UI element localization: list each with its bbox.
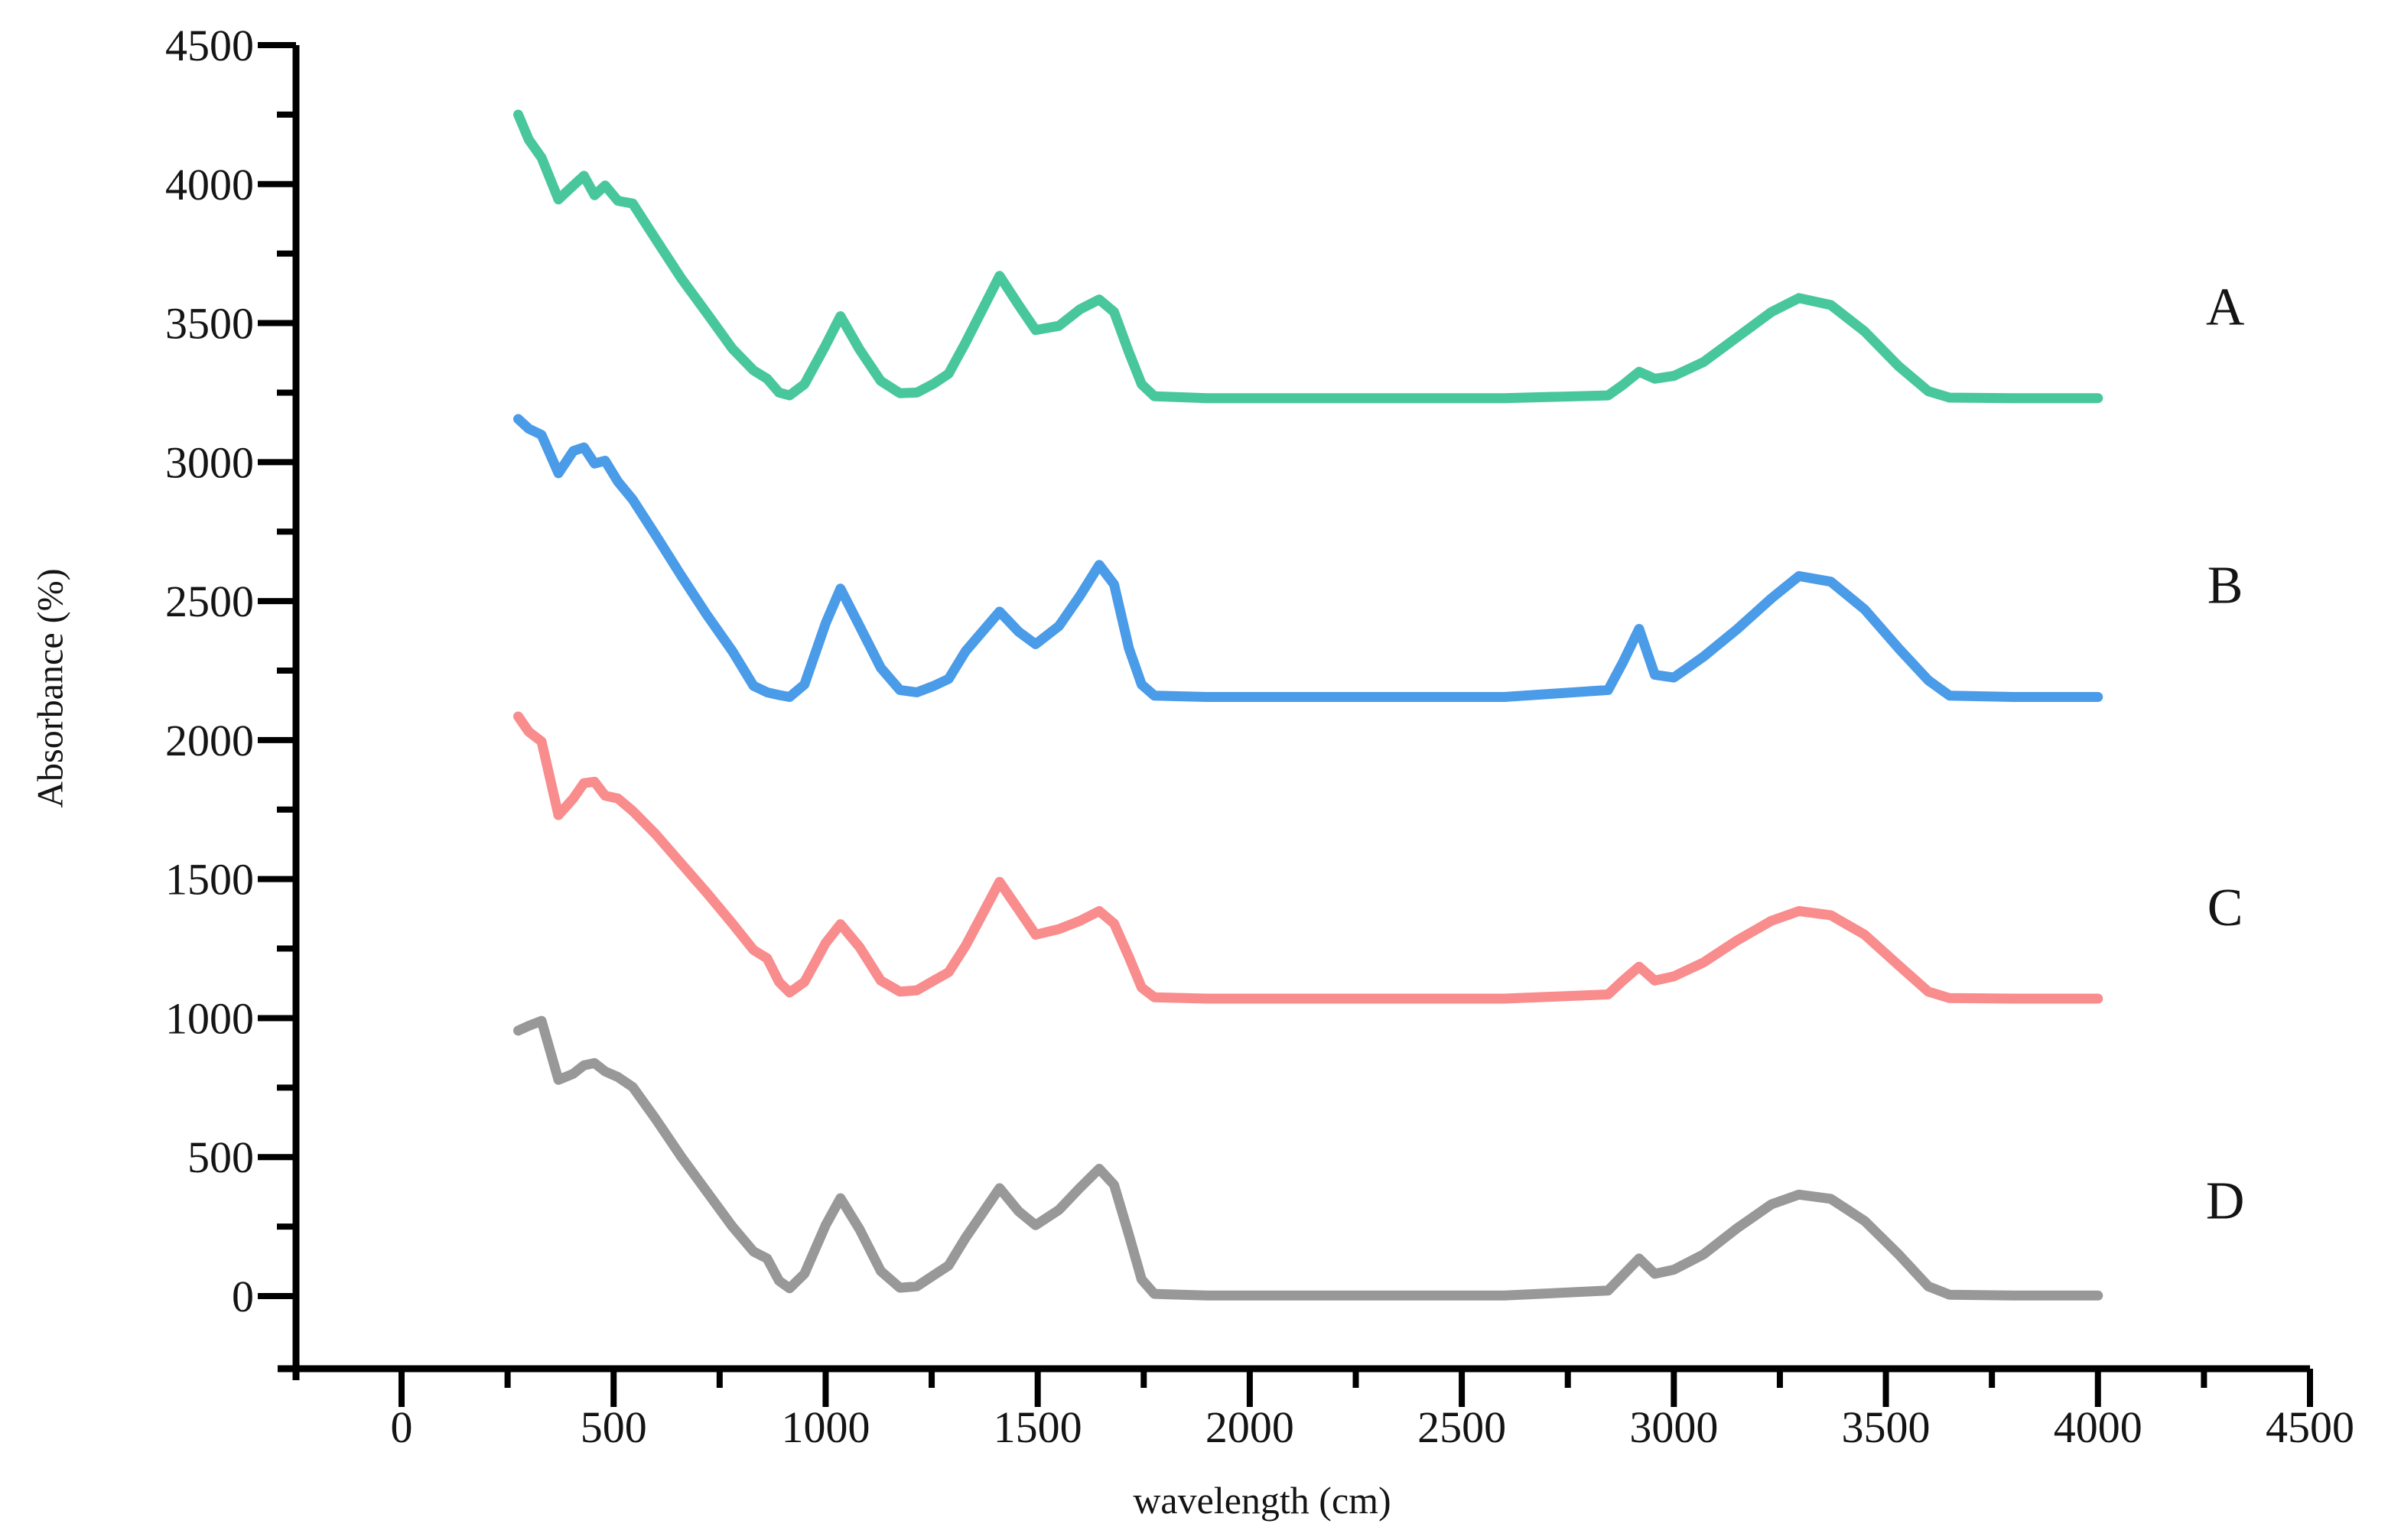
x-tick-label: 4500: [2266, 1402, 2354, 1452]
y-tick-label: 3000: [165, 437, 254, 487]
y-tick-label: 0: [232, 1272, 254, 1321]
y-tick-label: 500: [187, 1132, 254, 1182]
series-C-line: [513, 711, 2103, 1004]
y-tick-label: 3500: [165, 299, 254, 349]
series-label-A: A: [2206, 278, 2245, 337]
y-tick-label: 2000: [165, 716, 254, 765]
x-tick-label: 3000: [1629, 1402, 1718, 1452]
series-D-line: [513, 1015, 2103, 1301]
y-tick-label: 4500: [165, 21, 254, 70]
series-label-B: B: [2207, 556, 2243, 615]
y-tick-label: 1500: [165, 855, 254, 905]
x-tick-label: 4000: [2054, 1402, 2142, 1452]
x-tick-label: 3500: [1842, 1402, 1931, 1452]
x-tick-label: 1500: [994, 1402, 1082, 1452]
x-tick-label: 2500: [1417, 1402, 1506, 1452]
y-tick-label: 1000: [165, 993, 254, 1043]
series-B-line: [513, 414, 2103, 702]
x-tick-label: 2000: [1205, 1402, 1294, 1452]
series-label-C: C: [2207, 879, 2243, 937]
series-A-line: [513, 109, 2103, 404]
y-axis-title: Absorbance (%): [30, 568, 71, 808]
y-tick-label: 4000: [165, 160, 254, 210]
x-axis-title: wavelength (cm): [1133, 1479, 1391, 1522]
x-tick-label: 0: [391, 1402, 413, 1452]
x-tick-label: 1000: [781, 1402, 870, 1452]
series-label-D: D: [2206, 1172, 2245, 1231]
y-tick-label: 2500: [165, 577, 254, 626]
x-tick-label: 500: [581, 1402, 647, 1452]
